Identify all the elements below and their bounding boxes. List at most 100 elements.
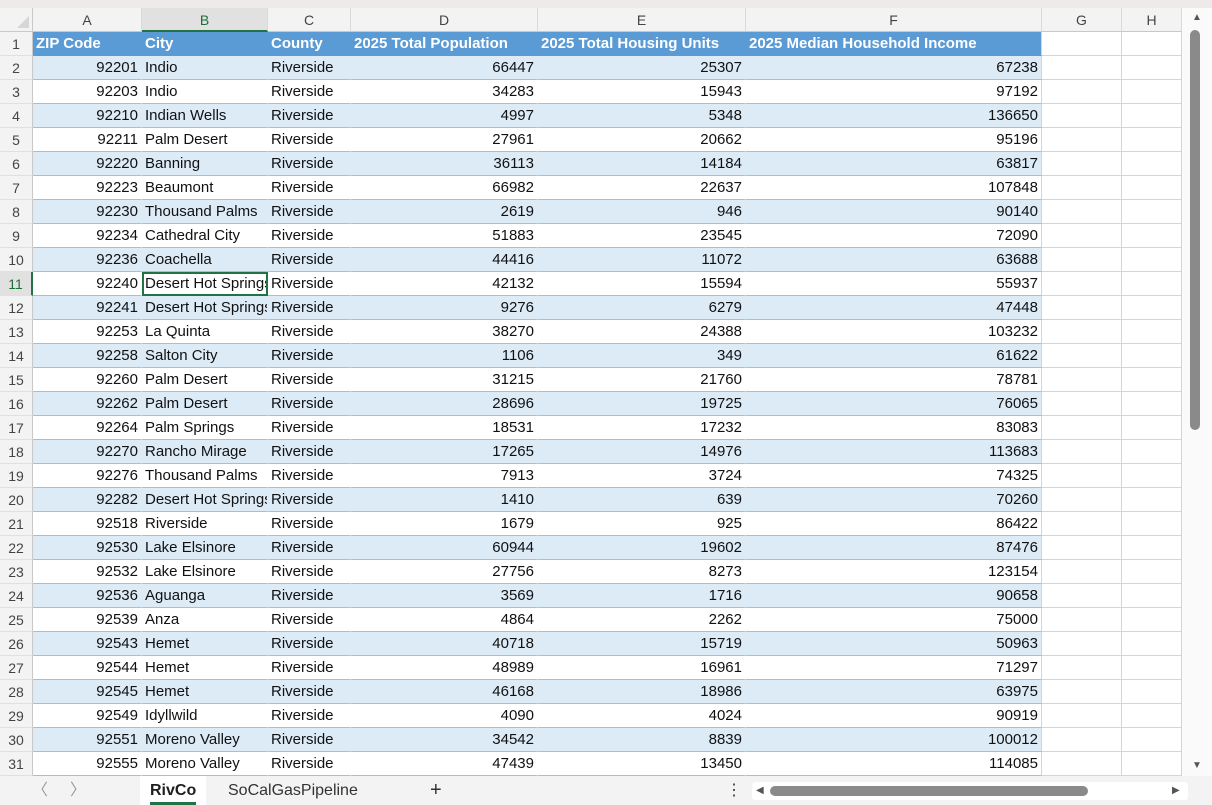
cell-b20[interactable]: Desert Hot Springs [142, 488, 268, 512]
cell-b30[interactable]: Moreno Valley [142, 728, 268, 752]
cell-d7[interactable]: 66982 [351, 176, 538, 200]
cell-e7[interactable]: 22637 [538, 176, 746, 200]
cell-c20[interactable]: Riverside [268, 488, 351, 512]
cell-b12[interactable]: Desert Hot Springs [142, 296, 268, 320]
cell-e26[interactable]: 15719 [538, 632, 746, 656]
cell-a15[interactable]: 92260 [33, 368, 142, 392]
cell-a30[interactable]: 92551 [33, 728, 142, 752]
cell-e3[interactable]: 15943 [538, 80, 746, 104]
cell-e4[interactable]: 5348 [538, 104, 746, 128]
cell-g30[interactable] [1042, 728, 1122, 752]
cell-d21[interactable]: 1679 [351, 512, 538, 536]
cell-a12[interactable]: 92241 [33, 296, 142, 320]
cell-c2[interactable]: Riverside [268, 56, 351, 80]
cell-d17[interactable]: 18531 [351, 416, 538, 440]
cell-f12[interactable]: 47448 [746, 296, 1042, 320]
cell-e17[interactable]: 17232 [538, 416, 746, 440]
cell-c21[interactable]: Riverside [268, 512, 351, 536]
cell-f21[interactable]: 86422 [746, 512, 1042, 536]
add-sheet-button[interactable]: + [430, 779, 442, 801]
cell-d15[interactable]: 31215 [351, 368, 538, 392]
cell-f14[interactable]: 61622 [746, 344, 1042, 368]
cell-c30[interactable]: Riverside [268, 728, 351, 752]
cell-d28[interactable]: 46168 [351, 680, 538, 704]
cell-h13[interactable] [1122, 320, 1182, 344]
cell-b24[interactable]: Aguanga [142, 584, 268, 608]
cell-g23[interactable] [1042, 560, 1122, 584]
cell-d19[interactable]: 7913 [351, 464, 538, 488]
cell-b11[interactable]: Desert Hot Springs [142, 272, 268, 296]
cell-a14[interactable]: 92258 [33, 344, 142, 368]
cell-f30[interactable]: 100012 [746, 728, 1042, 752]
row-header[interactable]: 13 [0, 320, 33, 344]
cell-b25[interactable]: Anza [142, 608, 268, 632]
cell-b19[interactable]: Thousand Palms [142, 464, 268, 488]
horizontal-scrollbar[interactable]: ◀ ▶ [752, 782, 1188, 800]
cell-h10[interactable] [1122, 248, 1182, 272]
cell-c1[interactable]: County [268, 32, 351, 56]
cell-h12[interactable] [1122, 296, 1182, 320]
cell-c28[interactable]: Riverside [268, 680, 351, 704]
cell-e22[interactable]: 19602 [538, 536, 746, 560]
cell-g10[interactable] [1042, 248, 1122, 272]
row-header[interactable]: 20 [0, 488, 33, 512]
cell-a13[interactable]: 92253 [33, 320, 142, 344]
cell-f11[interactable]: 55937 [746, 272, 1042, 296]
cell-e2[interactable]: 25307 [538, 56, 746, 80]
cell-c29[interactable]: Riverside [268, 704, 351, 728]
cell-b23[interactable]: Lake Elsinore [142, 560, 268, 584]
cell-h25[interactable] [1122, 608, 1182, 632]
more-options-icon[interactable]: ⋮ [726, 782, 742, 799]
row-header[interactable]: 28 [0, 680, 33, 704]
cell-e12[interactable]: 6279 [538, 296, 746, 320]
cell-e5[interactable]: 20662 [538, 128, 746, 152]
column-header-d[interactable]: D [351, 8, 538, 32]
row-header[interactable]: 9 [0, 224, 33, 248]
cell-a21[interactable]: 92518 [33, 512, 142, 536]
cell-f25[interactable]: 75000 [746, 608, 1042, 632]
cell-f31[interactable]: 114085 [746, 752, 1042, 776]
cell-h6[interactable] [1122, 152, 1182, 176]
column-header-c[interactable]: C [268, 8, 351, 32]
row-header[interactable]: 2 [0, 56, 33, 80]
cell-f7[interactable]: 107848 [746, 176, 1042, 200]
cell-e24[interactable]: 1716 [538, 584, 746, 608]
cell-e23[interactable]: 8273 [538, 560, 746, 584]
column-header-e[interactable]: E [538, 8, 746, 32]
row-header[interactable]: 21 [0, 512, 33, 536]
cell-f2[interactable]: 67238 [746, 56, 1042, 80]
cell-h23[interactable] [1122, 560, 1182, 584]
cell-g6[interactable] [1042, 152, 1122, 176]
cell-b22[interactable]: Lake Elsinore [142, 536, 268, 560]
cell-e29[interactable]: 4024 [538, 704, 746, 728]
cell-e11[interactable]: 15594 [538, 272, 746, 296]
cell-c17[interactable]: Riverside [268, 416, 351, 440]
cell-h26[interactable] [1122, 632, 1182, 656]
cell-d5[interactable]: 27961 [351, 128, 538, 152]
row-header[interactable]: 8 [0, 200, 33, 224]
cell-h28[interactable] [1122, 680, 1182, 704]
cell-c9[interactable]: Riverside [268, 224, 351, 248]
cell-h9[interactable] [1122, 224, 1182, 248]
cell-h17[interactable] [1122, 416, 1182, 440]
row-header[interactable]: 16 [0, 392, 33, 416]
cell-h2[interactable] [1122, 56, 1182, 80]
cell-c19[interactable]: Riverside [268, 464, 351, 488]
cell-d12[interactable]: 9276 [351, 296, 538, 320]
cell-h27[interactable] [1122, 656, 1182, 680]
cell-g16[interactable] [1042, 392, 1122, 416]
cell-f20[interactable]: 70260 [746, 488, 1042, 512]
cell-g9[interactable] [1042, 224, 1122, 248]
cell-d9[interactable]: 51883 [351, 224, 538, 248]
cell-h31[interactable] [1122, 752, 1182, 776]
cell-e8[interactable]: 946 [538, 200, 746, 224]
cell-g14[interactable] [1042, 344, 1122, 368]
cell-g12[interactable] [1042, 296, 1122, 320]
cell-g15[interactable] [1042, 368, 1122, 392]
cell-f19[interactable]: 74325 [746, 464, 1042, 488]
cell-f22[interactable]: 87476 [746, 536, 1042, 560]
cell-h4[interactable] [1122, 104, 1182, 128]
row-header[interactable]: 15 [0, 368, 33, 392]
cell-c23[interactable]: Riverside [268, 560, 351, 584]
cell-h15[interactable] [1122, 368, 1182, 392]
